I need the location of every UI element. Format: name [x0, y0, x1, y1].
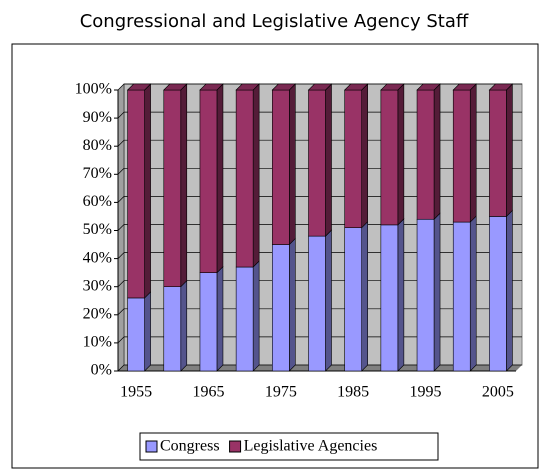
- grid-line: [117, 111, 125, 119]
- grid-line: [117, 252, 125, 259]
- grid-line: [117, 364, 125, 372]
- bar-side: [506, 209, 513, 372]
- bar-segment: [489, 89, 507, 217]
- grid-line: [117, 168, 125, 175]
- bar-top: [271, 83, 297, 91]
- bar-segment: [380, 89, 399, 226]
- legend-swatch: [145, 440, 158, 453]
- grid-line: [117, 308, 125, 316]
- bar-side: [252, 83, 260, 268]
- y-tick-label: 0%: [91, 362, 112, 379]
- y-tick-label: 90%: [83, 109, 112, 126]
- bar-top: [488, 83, 514, 91]
- x-tick-label: 1975: [265, 384, 297, 401]
- y-tick-label: 20%: [83, 305, 112, 322]
- bar-side: [325, 229, 332, 372]
- bar-side: [397, 218, 405, 372]
- bar-side: [469, 215, 477, 372]
- bar-side: [397, 83, 405, 226]
- bar-segment: [127, 89, 145, 299]
- bar-side: [506, 83, 513, 218]
- y-tick-label: 80%: [83, 137, 112, 154]
- bar-top: [126, 83, 152, 91]
- bar-side: [433, 83, 441, 220]
- bar-segment: [344, 227, 362, 372]
- bar-top: [199, 83, 224, 91]
- bar-top: [235, 83, 260, 91]
- bar-segment: [416, 89, 435, 220]
- x-tick-label: 1985: [337, 384, 369, 401]
- bar-side: [180, 279, 188, 372]
- bar-segment: [199, 272, 218, 372]
- bar-top: [307, 83, 333, 91]
- grid-line: [117, 196, 125, 203]
- legend: [139, 432, 439, 461]
- grid-line: [117, 139, 125, 147]
- bar-segment: [235, 89, 254, 268]
- bar-top: [343, 83, 369, 91]
- bar-side: [289, 83, 296, 246]
- bar-segment: [489, 216, 507, 372]
- bar-side: [144, 291, 151, 372]
- bar-segment: [163, 286, 182, 372]
- bar-side: [325, 83, 332, 237]
- legend-label: Legislative Agencies: [244, 438, 378, 455]
- bar-segment: [272, 89, 290, 245]
- x-tick-label: 2005: [482, 384, 514, 401]
- y-tick-label: 40%: [83, 249, 112, 266]
- legend-swatch: [229, 440, 242, 453]
- chart-title: Congressional and Legislative Agency Sta…: [80, 11, 469, 32]
- bar-segment: [380, 224, 399, 372]
- bar-side: [361, 220, 368, 372]
- bar-segment: [199, 89, 218, 273]
- grid-line: [117, 280, 125, 287]
- bar-segment: [344, 89, 362, 228]
- bar-segment: [452, 221, 471, 372]
- y-tick-label: 60%: [83, 193, 112, 210]
- grid-line: [117, 83, 125, 91]
- bar-top: [416, 83, 441, 91]
- bar-segment: [308, 89, 326, 237]
- y-tick-label: 70%: [83, 165, 112, 182]
- y-tick-label: 10%: [83, 334, 112, 351]
- x-tick-label: 1955: [120, 384, 152, 401]
- bar-side: [144, 83, 151, 299]
- x-tick-label: 1995: [410, 384, 442, 401]
- bar-segment: [308, 235, 326, 372]
- bar-side: [252, 260, 260, 372]
- bar-segment: [416, 218, 435, 372]
- grid-line: [117, 224, 125, 231]
- bar-side: [289, 237, 296, 372]
- bar-side: [469, 83, 477, 223]
- bar-top: [380, 83, 405, 91]
- bar-segment: [163, 89, 182, 287]
- bar-side: [216, 265, 224, 372]
- grid-line: [117, 336, 125, 344]
- bar-segment: [127, 297, 145, 372]
- y-tick-label: 30%: [83, 277, 112, 294]
- bar-side: [216, 83, 224, 274]
- bar-side: [361, 83, 368, 229]
- y-tick-label: 50%: [83, 221, 112, 238]
- bar-side: [433, 212, 441, 372]
- y-tick-label: 100%: [75, 81, 112, 98]
- bar-side: [180, 83, 188, 288]
- bar-segment: [272, 244, 290, 372]
- bar-segment: [452, 89, 471, 223]
- legend-label: Congress: [160, 438, 220, 455]
- bar-top: [452, 83, 477, 91]
- bar-segment: [235, 266, 254, 372]
- bar-top: [163, 83, 188, 91]
- x-tick-label: 1965: [192, 384, 224, 401]
